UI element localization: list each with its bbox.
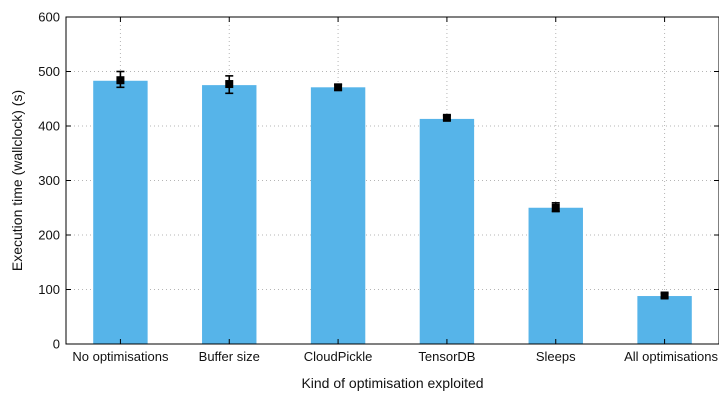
x-axis-ticks: No optimisations Buffer size CloudPickle Te… [72,17,718,364]
y-tick-label: 200 [38,228,60,243]
y-tick-label: 600 [38,10,60,25]
error-bar [660,291,669,300]
x-tick-label: Sleeps [536,349,576,364]
bar [202,85,257,344]
plot-frame [65,16,719,345]
bar [93,80,148,344]
x-axis-label: Kind of optimisation exploited [301,375,483,391]
y-axis-ticks: 0 100 200 300 400 500 600 [38,10,719,352]
y-axis-label: Execution time (wallclock) (s) [9,90,25,271]
bar [528,207,583,344]
x-tick-label: CloudPickle [304,349,373,364]
error-bar-marker [660,291,669,300]
y-tick-label: 500 [38,64,60,79]
error-bars [116,70,669,300]
error-bar-marker [225,80,234,89]
error-bar-marker [116,76,125,85]
x-tick-label: No optimisations [72,349,169,364]
error-bar [334,83,343,92]
grid-lines [66,17,719,344]
x-tick-label: TensorDB [418,349,475,364]
y-tick-label: 0 [53,337,60,352]
bar [637,296,692,344]
bars [93,80,692,345]
error-bar [116,70,125,89]
error-bar-marker [551,203,560,212]
error-bar [551,202,560,213]
y-tick-label: 400 [38,119,60,134]
x-tick-label: Buffer size [199,349,260,364]
bar [310,87,366,345]
x-tick-label: All optimisations [624,349,718,364]
error-bar [442,113,451,122]
y-tick-label: 300 [38,173,60,188]
bar [419,118,475,344]
error-bar-marker [442,113,451,122]
error-bar-marker [334,83,343,92]
error-bar [225,75,234,95]
y-tick-label: 100 [38,282,60,297]
